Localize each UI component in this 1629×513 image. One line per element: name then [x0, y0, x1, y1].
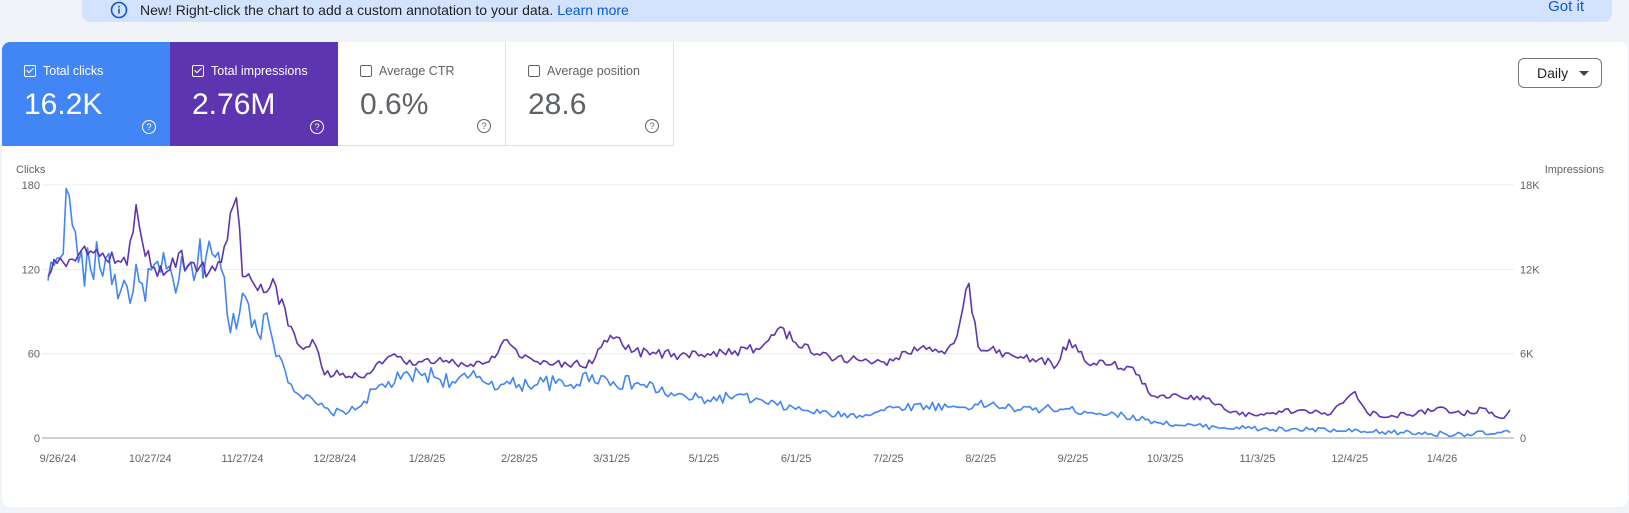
help-icon[interactable]: ? — [310, 120, 324, 134]
checkbox-unchecked-icon[interactable] — [360, 65, 372, 77]
x-tick-label: 9/2/25 — [1058, 453, 1089, 465]
series-line-total-impressions — [47, 196, 1511, 420]
help-icon[interactable]: ? — [645, 119, 659, 133]
granularity-dropdown[interactable]: Daily — [1518, 58, 1602, 88]
help-icon[interactable]: ? — [477, 119, 491, 133]
x-tick-label: 9/26/24 — [40, 453, 77, 465]
performance-chart[interactable]: 180 18K 120 12K 60 6K 0 0 Clicks Impressions 9/26/… — [2, 42, 1628, 507]
granularity-selected: Daily — [1537, 65, 1569, 81]
x-tick-label: 1/4/26 — [1427, 453, 1458, 465]
metric-label: Average position — [547, 64, 640, 78]
caret-down-icon — [1579, 70, 1589, 76]
series-line-total-clicks — [47, 187, 1511, 438]
metric-label: Average CTR — [379, 64, 455, 78]
x-tick-label: 11/27/24 — [222, 453, 264, 465]
checkbox-unchecked-icon[interactable] — [528, 65, 540, 77]
y-left-axis-label: Clicks — [16, 164, 46, 176]
metric-value: 28.6 — [528, 88, 587, 121]
y-left-tick-label: 120 — [22, 264, 40, 276]
metric-total-impressions[interactable]: Total impressions 2.76M ? — [170, 42, 338, 146]
metric-value: 0.6% — [360, 88, 429, 121]
y-right-tick-label: 6K — [1520, 349, 1534, 361]
metric-average-position[interactable]: Average position 28.6 ? — [506, 42, 674, 146]
info-icon — [110, 1, 128, 19]
metric-average-ctr[interactable]: Average CTR 0.6% ? — [338, 42, 506, 146]
x-tick-label: 6/1/25 — [781, 453, 812, 465]
metric-total-clicks[interactable]: Total clicks 16.2K ? — [2, 42, 170, 146]
checkbox-checked-icon[interactable] — [192, 65, 204, 77]
announcement-banner: New! Right-click the chart to add a cust… — [82, 0, 1612, 22]
x-tick-label: 12/4/25 — [1331, 453, 1368, 465]
y-left-tick-label: 180 — [22, 180, 40, 192]
x-tick-label: 7/2/25 — [873, 453, 904, 465]
x-tick-label: 8/2/25 — [965, 453, 996, 465]
x-tick-label: 1/28/25 — [409, 453, 446, 465]
performance-card: Total clicks 16.2K ? Total impressions 2… — [2, 42, 1628, 507]
metric-label: Total clicks — [43, 64, 104, 78]
y-right-tick-label: 18K — [1520, 180, 1540, 192]
help-icon[interactable]: ? — [142, 120, 156, 134]
metric-label: Total impressions — [211, 64, 308, 78]
x-tick-label: 3/31/25 — [593, 453, 630, 465]
y-left-tick-label: 0 — [34, 433, 40, 445]
checkbox-checked-icon[interactable] — [24, 65, 36, 77]
y-left-tick-label: 60 — [28, 349, 40, 361]
banner-message: New! Right-click the chart to add a cust… — [140, 2, 554, 18]
got-it-button[interactable]: Got it — [1548, 0, 1584, 15]
x-tick-label: 5/1/25 — [689, 453, 720, 465]
x-tick-label: 12/28/24 — [313, 453, 356, 465]
x-tick-label: 11/3/25 — [1240, 453, 1276, 465]
x-tick-label: 10/27/24 — [129, 453, 172, 465]
y-right-tick-label: 0 — [1520, 433, 1526, 445]
x-tick-label: 10/3/25 — [1147, 453, 1184, 465]
learn-more-link[interactable]: Learn more — [557, 2, 629, 18]
y-right-axis-label: Impressions — [1545, 164, 1605, 176]
y-right-tick-label: 12K — [1520, 264, 1540, 276]
x-tick-label: 2/28/25 — [501, 453, 538, 465]
metric-value: 2.76M — [192, 88, 276, 121]
metric-value: 16.2K — [24, 88, 103, 121]
